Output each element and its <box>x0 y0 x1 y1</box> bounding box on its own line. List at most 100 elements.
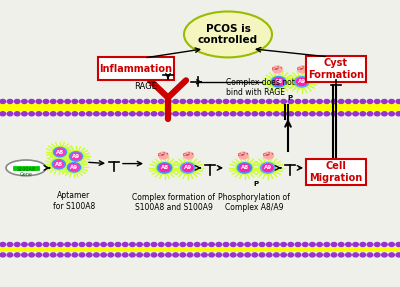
Text: Phosphorylation of
Complex A8/A9: Phosphorylation of Complex A8/A9 <box>218 193 290 212</box>
Circle shape <box>158 112 164 116</box>
Circle shape <box>70 152 82 161</box>
Circle shape <box>79 253 85 257</box>
Circle shape <box>58 112 63 116</box>
Circle shape <box>0 112 6 116</box>
Circle shape <box>50 100 56 104</box>
Circle shape <box>157 163 172 173</box>
Ellipse shape <box>184 11 272 57</box>
Circle shape <box>367 112 373 116</box>
Circle shape <box>263 164 273 172</box>
Circle shape <box>353 112 358 116</box>
Circle shape <box>382 253 387 257</box>
Circle shape <box>202 112 207 116</box>
Circle shape <box>7 112 13 116</box>
Circle shape <box>36 100 42 104</box>
Bar <box>0 247 400 253</box>
Circle shape <box>216 253 222 257</box>
Circle shape <box>331 253 337 257</box>
Circle shape <box>245 243 250 247</box>
Circle shape <box>22 100 27 104</box>
Circle shape <box>187 243 193 247</box>
Circle shape <box>43 253 49 257</box>
Circle shape <box>396 112 400 116</box>
Circle shape <box>69 164 79 171</box>
Circle shape <box>180 243 186 247</box>
Circle shape <box>259 243 265 247</box>
Circle shape <box>158 253 164 257</box>
Circle shape <box>29 100 34 104</box>
Circle shape <box>137 100 142 104</box>
Circle shape <box>389 243 394 247</box>
Circle shape <box>144 253 150 257</box>
Circle shape <box>245 100 250 104</box>
Circle shape <box>331 112 337 116</box>
Circle shape <box>194 243 200 247</box>
Circle shape <box>79 100 85 104</box>
Circle shape <box>29 243 34 247</box>
Circle shape <box>338 243 344 247</box>
Circle shape <box>14 100 20 104</box>
Circle shape <box>187 112 193 116</box>
Circle shape <box>52 160 65 169</box>
Circle shape <box>295 100 301 104</box>
Circle shape <box>252 100 258 104</box>
Circle shape <box>216 112 222 116</box>
Circle shape <box>166 100 171 104</box>
Circle shape <box>281 253 286 257</box>
Circle shape <box>360 253 366 257</box>
Text: Complex formation of
S100A8 and S100A9: Complex formation of S100A8 and S100A9 <box>132 193 216 212</box>
Circle shape <box>295 243 301 247</box>
Circle shape <box>94 112 99 116</box>
Circle shape <box>238 100 243 104</box>
Circle shape <box>317 112 322 116</box>
Circle shape <box>331 243 337 247</box>
Circle shape <box>317 253 322 257</box>
Circle shape <box>389 253 394 257</box>
Circle shape <box>367 100 373 104</box>
Circle shape <box>310 253 315 257</box>
Circle shape <box>36 243 42 247</box>
Circle shape <box>310 100 315 104</box>
Circle shape <box>58 243 63 247</box>
Circle shape <box>151 243 157 247</box>
Text: Cell
Migration: Cell Migration <box>309 161 363 183</box>
Circle shape <box>259 253 265 257</box>
Circle shape <box>158 152 168 159</box>
Circle shape <box>122 112 128 116</box>
Circle shape <box>293 75 311 88</box>
Circle shape <box>79 243 85 247</box>
Circle shape <box>374 112 380 116</box>
Bar <box>0 104 400 111</box>
Text: S100A8
Gene: S100A8 Gene <box>16 166 36 177</box>
Circle shape <box>51 158 67 170</box>
Circle shape <box>187 253 193 257</box>
Circle shape <box>43 243 49 247</box>
Text: Cyst
Formation: Cyst Formation <box>308 58 364 80</box>
Circle shape <box>29 112 34 116</box>
Circle shape <box>7 243 13 247</box>
Text: $\mathregular{Ca^{2+}}$: $\mathregular{Ca^{2+}}$ <box>262 151 275 160</box>
Circle shape <box>324 100 330 104</box>
Text: A8: A8 <box>274 79 283 84</box>
Circle shape <box>353 253 358 257</box>
Circle shape <box>58 253 63 257</box>
Circle shape <box>295 112 301 116</box>
Circle shape <box>58 100 63 104</box>
Circle shape <box>396 253 400 257</box>
Circle shape <box>43 112 49 116</box>
Circle shape <box>223 100 229 104</box>
Text: A9: A9 <box>298 79 306 84</box>
Circle shape <box>360 243 366 247</box>
Circle shape <box>236 162 253 174</box>
Circle shape <box>194 112 200 116</box>
Circle shape <box>274 253 279 257</box>
Circle shape <box>65 112 70 116</box>
Text: PCOS is
controlled: PCOS is controlled <box>198 24 258 45</box>
Circle shape <box>65 243 70 247</box>
Circle shape <box>180 253 186 257</box>
Circle shape <box>151 100 157 104</box>
Circle shape <box>274 100 279 104</box>
Circle shape <box>137 112 142 116</box>
Text: A9: A9 <box>70 165 78 170</box>
Circle shape <box>101 243 106 247</box>
